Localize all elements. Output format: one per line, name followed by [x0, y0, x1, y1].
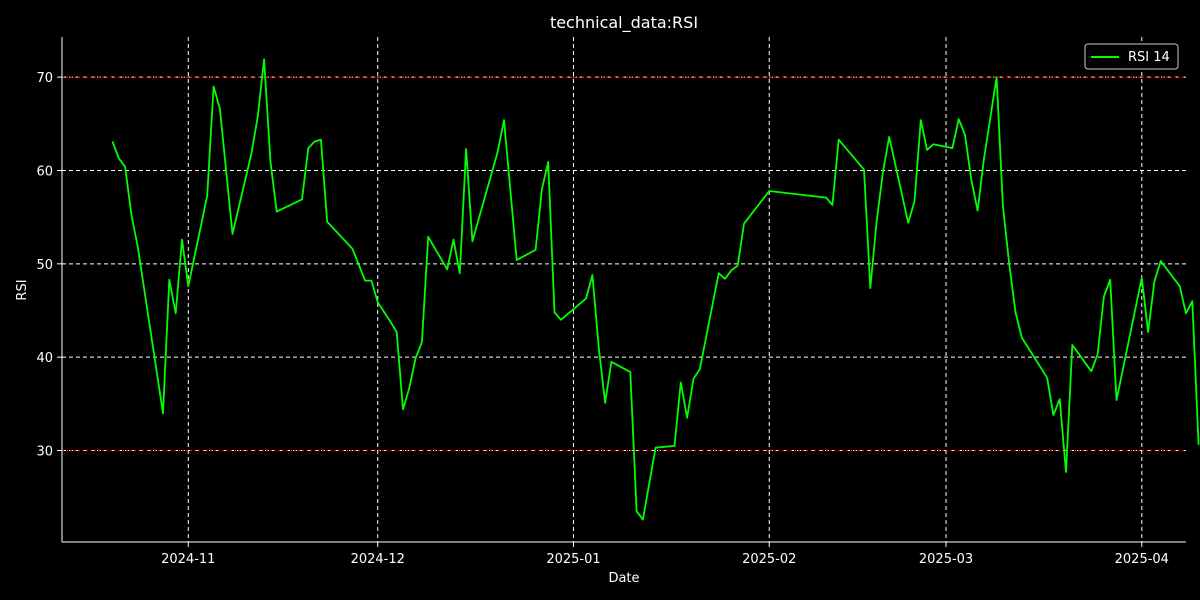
- y-ticks: 30 40 50 60 70: [36, 71, 62, 460]
- axes: [61, 37, 1186, 543]
- y-tick-label: 40: [36, 351, 53, 366]
- x-tick-label: 2025-04: [1115, 552, 1169, 567]
- x-tick-label: 2024-11: [161, 552, 215, 567]
- y-tick-label: 50: [36, 258, 53, 273]
- legend: RSI 14: [1084, 43, 1179, 70]
- y-axis-label: RSI: [15, 279, 30, 300]
- x-ticks: 2024-11 2024-12 2025-01 2025-02 2025-03 2025-…: [161, 542, 1169, 567]
- chart-title: technical_data:RSI: [550, 13, 698, 33]
- x-tick-label: 2025-03: [919, 552, 973, 567]
- legend-box: [1084, 43, 1179, 70]
- series-line-rsi-14: [111, 58, 1200, 521]
- y-tick-label: 60: [36, 164, 53, 179]
- x-tick-label: 2025-01: [546, 552, 600, 567]
- x-tick-label: 2025-02: [742, 552, 796, 567]
- x-tick-label: 2024-12: [351, 552, 405, 567]
- reference-lines: [62, 76, 1186, 452]
- legend-entry: RSI 14: [1128, 50, 1170, 65]
- series-layer: [111, 58, 1200, 521]
- x-axis-label: Date: [608, 571, 639, 586]
- y-tick-label: 70: [36, 71, 53, 86]
- y-tick-label: 30: [36, 445, 53, 460]
